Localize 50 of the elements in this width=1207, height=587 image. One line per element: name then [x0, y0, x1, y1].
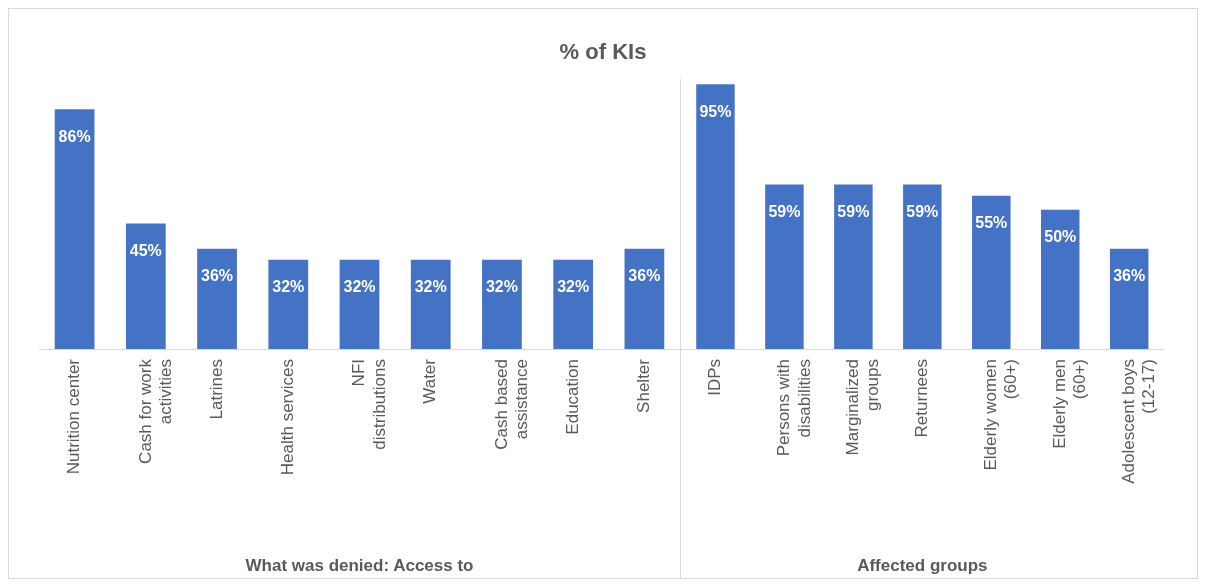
- data-label: 36%: [628, 267, 661, 285]
- bar: [125, 223, 166, 349]
- x-tick-label: Adolescent boys (12-17): [1118, 359, 1159, 484]
- x-tick-label: Shelter: [634, 358, 654, 413]
- bar: [339, 259, 380, 349]
- data-label: 32%: [485, 278, 518, 296]
- data-label: 59%: [906, 203, 939, 221]
- x-axis-title: Affected groups: [857, 556, 988, 576]
- bar: [903, 184, 942, 349]
- data-label: 59%: [768, 203, 801, 221]
- x-tick-label: Cash for work activities: [135, 358, 175, 464]
- x-tick-label: Elderly women (60+): [980, 359, 1021, 471]
- data-label: 86%: [58, 127, 91, 145]
- bar: [834, 184, 873, 349]
- bar: [553, 259, 594, 349]
- x-tick-label: Persons with disabilities: [774, 359, 814, 457]
- x-tick-label: Cash based assistance: [491, 359, 532, 450]
- bar: [1109, 248, 1149, 349]
- data-label: 32%: [272, 278, 305, 296]
- bar: [410, 259, 451, 349]
- data-label: 36%: [201, 267, 234, 285]
- x-tick-label: Latrines: [206, 359, 226, 420]
- x-tick-label: Elderly men (60+): [1049, 359, 1090, 449]
- bar: [696, 84, 735, 349]
- x-tick-label: IDPs: [705, 359, 725, 396]
- x-tick-label: Water: [420, 358, 440, 404]
- data-label: 45%: [129, 242, 162, 260]
- bar: [1041, 209, 1080, 349]
- data-label: 55%: [975, 214, 1008, 232]
- bar: [972, 195, 1011, 349]
- x-tick-label: Returnees: [912, 359, 932, 438]
- x-tick-label: Health services: [277, 359, 297, 476]
- chart-title: % of KIs: [558, 39, 648, 66]
- bar: [268, 259, 309, 349]
- x-tick-label: NFI distributions: [349, 359, 389, 450]
- bar: [624, 248, 665, 349]
- x-tick-label: Education: [562, 359, 582, 435]
- data-label: 32%: [414, 278, 447, 296]
- x-axis-title: What was denied: Access to: [245, 556, 474, 576]
- bar: [482, 259, 522, 349]
- data-label: 32%: [557, 278, 590, 296]
- x-tick-label: Nutrition center: [64, 358, 84, 475]
- data-label: 95%: [699, 102, 732, 120]
- bar: [197, 248, 237, 349]
- data-label: 50%: [1044, 228, 1077, 246]
- data-label: 36%: [1113, 267, 1146, 285]
- bar: [765, 184, 804, 349]
- data-label: 32%: [343, 278, 376, 296]
- bar: [54, 109, 95, 349]
- data-label: 59%: [837, 203, 870, 221]
